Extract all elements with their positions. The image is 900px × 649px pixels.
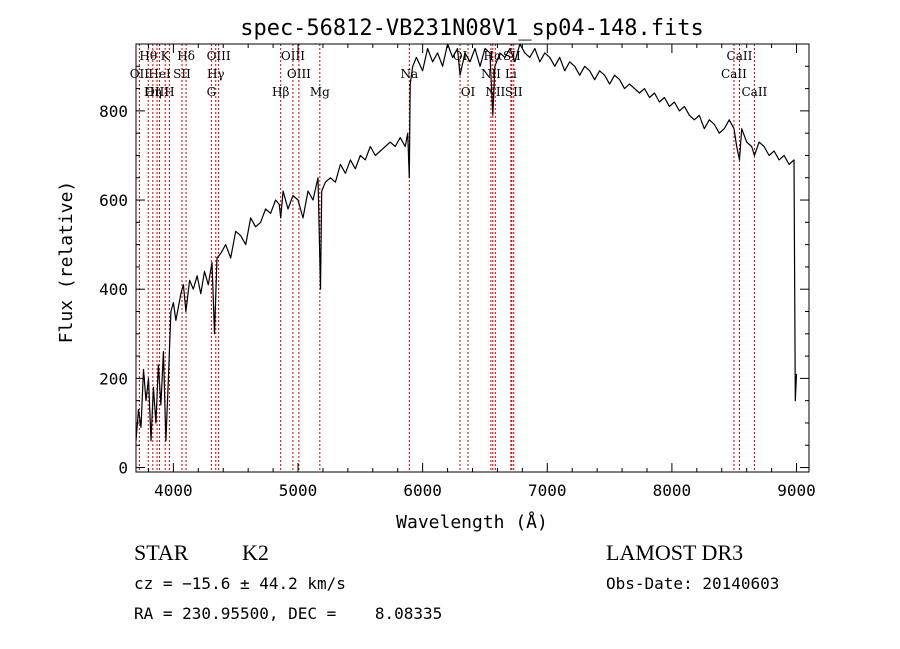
annotation-label: Na [400, 67, 418, 81]
annotation-label: Hδ [177, 49, 195, 63]
x-axis-label: Wavelength (Å) [396, 511, 548, 533]
coordinates: RA = 230.95500, DEC = 8.08335 [134, 604, 443, 623]
annotation-label: OI [461, 85, 476, 99]
x-tick-label: 7000 [528, 481, 567, 500]
annotation-label: OII [130, 67, 150, 81]
annotation-label: OIII [145, 85, 169, 99]
obs-date: Obs-Date: 20140603 [606, 574, 780, 593]
plot-frame [135, 43, 810, 473]
chart-title: spec-56812-VB231N08V1_sp04-148.fits [240, 16, 704, 41]
y-axis-label: Flux (relative) [56, 181, 77, 344]
spectrum-series [135, 43, 798, 442]
annotation-label: NII [485, 85, 505, 99]
x-tick-label: 4000 [154, 481, 193, 500]
axes: 4000 5000 6000 7000 8000 9000 0 200 400 600 800 [99, 44, 816, 500]
x-tick-label: 6000 [403, 481, 442, 500]
annotation-label: SII [505, 85, 523, 99]
y-tick-label: 600 [99, 191, 128, 210]
annotation-label: SII [173, 67, 191, 81]
annotation-label: H [164, 85, 174, 99]
redshift-text: cz = −15.6 ± 44.2 km/s [134, 574, 346, 593]
annotation-label: OI [453, 49, 468, 63]
subclass: K2 [242, 540, 269, 565]
y-tick-label: 200 [99, 369, 128, 388]
annotation-label: OIII [281, 49, 305, 63]
x-tick-label: 5000 [279, 481, 318, 500]
annotation-label: CaII [721, 67, 747, 81]
spectrum-line [135, 43, 798, 442]
survey-name: LAMOST DR3 [606, 540, 744, 565]
annotation-label: Li [505, 67, 517, 81]
annotation-label: OIII [207, 49, 231, 63]
annotation-label: Hη [144, 85, 162, 99]
x-tick-label: 9000 [777, 481, 816, 500]
y-tick-label: 0 [118, 459, 128, 478]
annotation-label: Hβ [272, 85, 289, 99]
object-class: STAR [134, 540, 189, 565]
x-tick-label: 8000 [653, 481, 692, 500]
annotation-label: CaII [741, 85, 767, 99]
y-tick-label: 400 [99, 280, 128, 299]
annotation-label: OIII [287, 67, 311, 81]
annotation-label: Hγ [207, 67, 225, 81]
annotation-label: Hθ [139, 49, 157, 63]
annotation-label: Mg [310, 85, 330, 99]
annotation-label: G [207, 85, 217, 99]
annotation-label: CaII [727, 49, 753, 63]
annotation-label: HeI [148, 67, 171, 81]
annotation-label: K [161, 49, 171, 63]
y-tick-label: 800 [99, 102, 128, 121]
